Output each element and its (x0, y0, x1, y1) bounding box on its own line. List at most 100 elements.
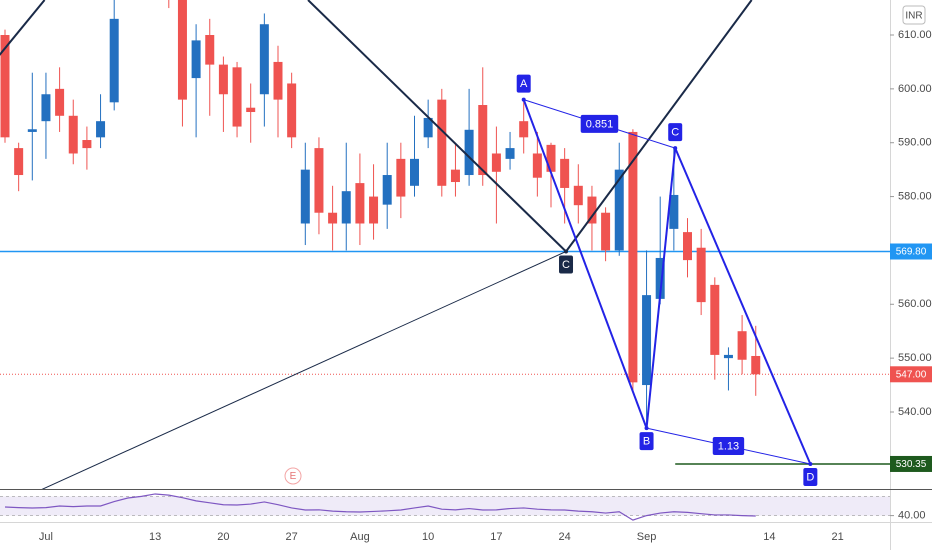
candle-body (437, 99, 447, 186)
candle-body (560, 158, 570, 188)
candle-body (642, 295, 652, 386)
x-tick-label: Aug (350, 531, 370, 543)
y-tick-label: 610.00 (898, 29, 932, 41)
candle-body (177, 0, 187, 100)
candle-body (0, 35, 10, 138)
candle-body (519, 121, 529, 138)
y-tick-label: 580.00 (898, 190, 932, 202)
candle-body (751, 355, 761, 375)
event-label: E (290, 471, 297, 482)
x-tick-label: 13 (149, 531, 161, 543)
candle-body (27, 129, 37, 132)
candle-body (218, 64, 228, 95)
trend-line (0, 0, 46, 56)
candle-body (628, 131, 638, 383)
candle-body (300, 169, 310, 224)
price-tag-label: 530.35 (896, 459, 927, 470)
candle-body (532, 153, 542, 178)
x-tick-label: 14 (763, 531, 775, 543)
candle-body (369, 196, 379, 224)
candle-body (573, 185, 583, 206)
candle-body (341, 191, 351, 224)
candle-body (601, 212, 611, 251)
candle-body (423, 117, 433, 138)
candle-body (314, 148, 324, 213)
candle-body (191, 40, 201, 79)
point-label-box (559, 255, 574, 274)
candle-body (205, 35, 215, 65)
pattern-point (808, 461, 813, 466)
candle-body (723, 354, 733, 359)
candle-body (96, 121, 106, 138)
pattern-point (564, 249, 569, 254)
x-tick-label: 17 (490, 531, 502, 543)
y-tick-label: 550.00 (898, 352, 932, 364)
x-tick-label: 21 (832, 531, 844, 543)
pattern-leg (674, 147, 812, 465)
rsi-band (0, 496, 890, 516)
candle-body (68, 115, 78, 154)
candle-body (505, 148, 515, 159)
y-tick-label: 540.00 (898, 406, 932, 418)
candle-body (587, 196, 597, 224)
candle-body (464, 129, 474, 176)
x-tick-label: 20 (217, 531, 229, 543)
x-tick-label: 27 (286, 531, 298, 543)
rsi-pane (0, 493, 890, 521)
price-tag (890, 455, 932, 472)
candle-body (232, 67, 242, 127)
candle-body (246, 107, 256, 113)
candle-body (41, 94, 51, 122)
candle-body (655, 257, 665, 299)
ratio-box (580, 114, 619, 133)
x-tick-label: Sep (637, 531, 657, 543)
candle-body (259, 24, 269, 95)
currency-box[interactable] (902, 5, 926, 25)
candle-body (55, 88, 65, 116)
candle-body (710, 284, 720, 355)
y-tick-label: 560.00 (898, 298, 932, 310)
point-label-box (668, 123, 683, 142)
pattern-point (644, 426, 649, 431)
candle-body (287, 83, 297, 138)
currency: INR (905, 11, 922, 22)
pattern-leg (522, 99, 648, 429)
trend-line (565, 0, 753, 253)
pattern-leg (645, 147, 677, 429)
candle-body (669, 194, 679, 229)
candle-body (737, 331, 747, 360)
point-label: B (643, 436, 650, 448)
candle-body (14, 148, 24, 176)
y-tick-label: 600.00 (898, 83, 932, 95)
rsi-line (4, 493, 756, 521)
candle-body (614, 169, 624, 251)
point-label: C (671, 127, 679, 139)
price-tag (890, 243, 932, 260)
price-tag-label: 547.00 (896, 369, 927, 380)
candle-body (410, 158, 419, 186)
trend-line (307, 0, 567, 253)
price-pane: C 0.851 1.13 A B C D E (0, 0, 890, 489)
trend-line (41, 251, 567, 489)
price-tag-label: 569.80 (896, 247, 927, 258)
point-label: C (562, 259, 570, 271)
candle-body (450, 169, 460, 183)
point-label-box (516, 74, 531, 93)
point-label: D (806, 471, 814, 483)
pattern-point (521, 97, 526, 102)
candle-body (396, 158, 406, 197)
event-marker (284, 467, 302, 485)
ratio-label: 1.13 (718, 440, 739, 452)
x-tick-label: 10 (422, 531, 434, 543)
candle-body (355, 183, 365, 224)
candle-body (328, 212, 338, 224)
point-label-box (803, 467, 818, 486)
point-label-box (639, 432, 654, 451)
y-tick-label: 590.00 (898, 137, 932, 149)
candle-body (491, 153, 501, 172)
rsi-tick-label: 40.00 (898, 510, 926, 522)
x-tick-label: Jul (39, 531, 53, 543)
candle-body (546, 144, 556, 172)
